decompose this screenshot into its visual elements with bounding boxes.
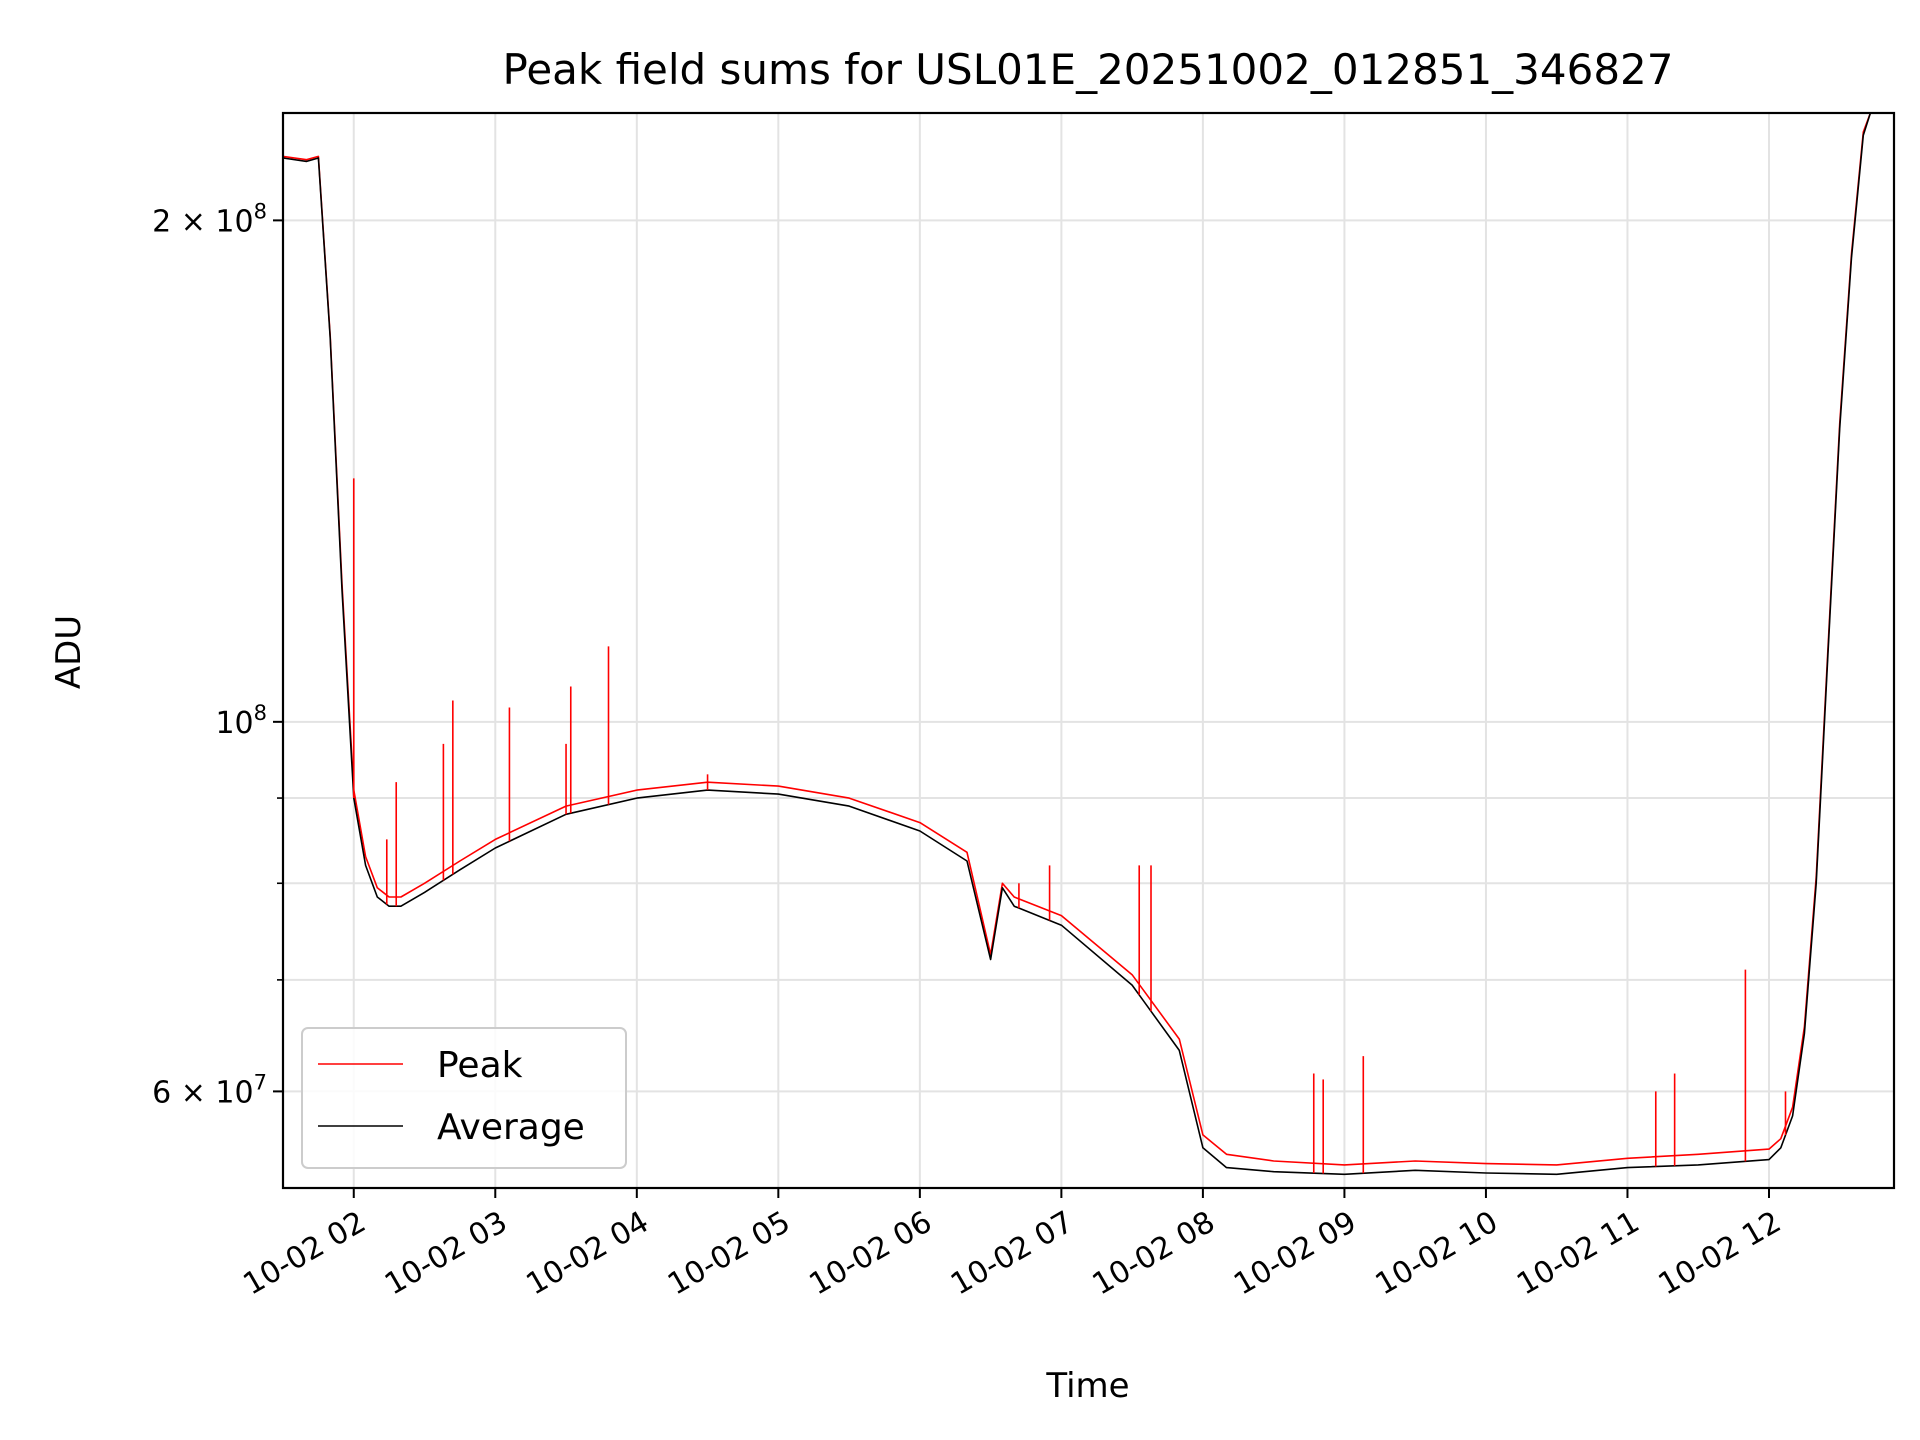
series-layer (283, 113, 1872, 1176)
y-axis-label: ADU (49, 615, 89, 689)
legend: Peak Average (301, 1027, 627, 1169)
series-line-average (283, 113, 1872, 1176)
x-axis-label: Time (1045, 1366, 1129, 1406)
plot-frame (281, 111, 1896, 1190)
legend-average-label: Average (437, 1107, 585, 1148)
y-tick-label: 6 × 107 (152, 1070, 267, 1110)
chart-title: Peak field sums for USL01E_20251002_0128… (502, 45, 1673, 94)
y-tick-label: 2 × 108 (152, 199, 267, 239)
legend-peak-label: Peak (437, 1045, 523, 1086)
y-axis-ticks: 2 × 108 108 6 × 107 (152, 199, 283, 1110)
legend-box (301, 1027, 627, 1169)
grid (283, 113, 1894, 1188)
series-line-peak (283, 113, 1872, 1166)
y-tick-label: 108 (215, 701, 267, 741)
